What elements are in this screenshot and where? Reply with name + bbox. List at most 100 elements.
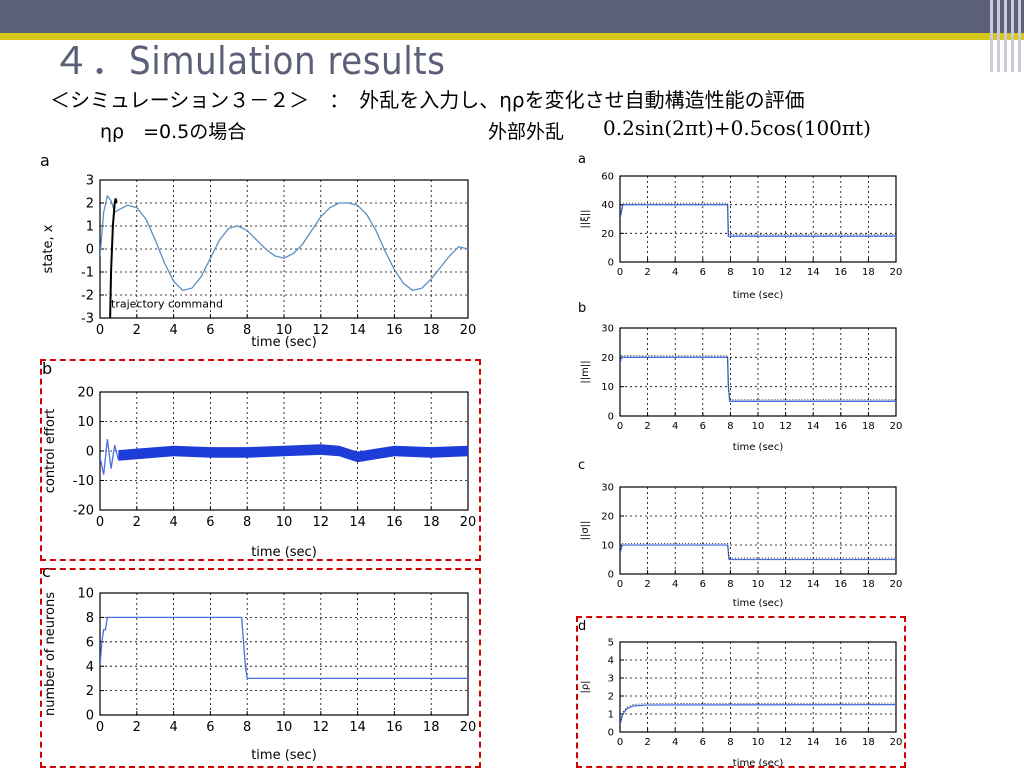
y-axis-label: number of neurons [43, 592, 58, 716]
x-axis-label: time (sec) [251, 545, 317, 560]
x-tick-label: 2 [644, 579, 650, 590]
y-tick-label: 0 [86, 445, 94, 460]
x-tick-label: 14 [349, 515, 366, 530]
series-line-dotted [620, 543, 896, 559]
y-tick-label: 30 [601, 483, 614, 494]
x-tick-label: 2 [644, 421, 650, 432]
x-tick-label: 12 [313, 515, 330, 530]
x-tick-label: 18 [862, 579, 875, 590]
y-tick-label: 1 [608, 710, 614, 721]
x-tick-label: 12 [779, 421, 792, 432]
x-tick-label: 10 [276, 515, 293, 530]
y-tick-label: 20 [77, 386, 94, 401]
x-axis-label: time (sec) [251, 748, 317, 763]
series-line-dotted [620, 702, 896, 724]
x-tick-label: 14 [807, 737, 820, 748]
chart-m-norm: b 0 2 4 6 8 10 12 14 16 18 20 30 20 10 0 time (sec) ||m|| [578, 301, 902, 453]
y-tick-label: 0 [608, 412, 614, 423]
grid [620, 176, 896, 262]
x-tick-label: 0 [617, 579, 623, 590]
panel-label: d [578, 619, 586, 634]
x-tick-label: 20 [460, 720, 477, 735]
y-tick-label: 2 [608, 692, 614, 703]
y-tick-label: 20 [601, 512, 614, 523]
highlight-box-control-effort [40, 359, 481, 561]
x-tick-label: 14 [807, 579, 820, 590]
x-tick-label: 0 [617, 421, 623, 432]
grid [620, 328, 896, 416]
y-tick-label: 1 [86, 220, 94, 235]
y-tick-label: 0 [608, 258, 614, 269]
x-tick-label: 8 [243, 720, 251, 735]
x-tick-label: 2 [133, 323, 141, 338]
plot-area [100, 439, 468, 475]
panel-label: c [578, 458, 585, 473]
series-line-sigma [620, 544, 896, 561]
x-tick-label: 10 [276, 323, 293, 338]
header-accent-band [0, 33, 1024, 40]
y-tick-label: 3 [608, 674, 614, 685]
x-tick-label: 6 [700, 267, 706, 278]
x-tick-label: 8 [727, 579, 733, 590]
decorative-stripes [990, 0, 1021, 72]
x-tick-label: 8 [243, 323, 251, 338]
y-tick-label: 40 [601, 200, 614, 211]
y-tick-label: 60 [601, 172, 614, 183]
y-tick-label: 10 [77, 415, 94, 430]
y-tick-label: -2 [81, 289, 94, 304]
y-tick-label: 2 [86, 684, 94, 699]
panel-label: a [578, 152, 586, 167]
x-tick-label: 4 [672, 267, 678, 278]
panel-label: c [42, 565, 51, 581]
x-tick-label: 12 [313, 720, 330, 735]
x-tick-label: 18 [423, 323, 440, 338]
y-tick-label: 0 [608, 728, 614, 739]
y-tick-label: 3 [86, 174, 94, 189]
y-tick-label: -20 [73, 504, 94, 519]
y-tick-label: 10 [77, 587, 94, 602]
x-tick-label: 18 [423, 515, 440, 530]
x-axis-label: time (sec) [733, 758, 784, 768]
chart-xi-norm: a 0 2 4 6 8 10 12 14 16 18 20 60 40 20 0 time (sec) ||ξ|| [578, 152, 902, 300]
x-tick-label: 14 [807, 421, 820, 432]
panel-label: a [40, 151, 50, 170]
x-tick-label: 0 [96, 323, 104, 338]
control-effort-band [118, 444, 468, 463]
header-band [0, 0, 1024, 33]
series-line-xi [620, 204, 896, 237]
highlight-box-rho [576, 616, 906, 768]
plot-frame [619, 175, 897, 263]
x-tick-label: 6 [206, 720, 214, 735]
x-tick-label: 0 [96, 515, 104, 530]
y-tick-label: 0 [608, 570, 614, 581]
x-tick-label: 14 [349, 720, 366, 735]
x-tick-label: 8 [727, 267, 733, 278]
x-tick-label: 12 [779, 737, 792, 748]
x-tick-label: 12 [313, 323, 330, 338]
x-tick-label: 2 [133, 515, 141, 530]
plot-area [100, 616, 468, 680]
x-axis-label: time (sec) [251, 335, 317, 350]
y-tick-label: 4 [86, 660, 94, 675]
chart-control-effort: b 0 2 4 6 8 10 12 14 16 18 20 20 10 0 -10 -20 time (sec) c… [42, 360, 476, 560]
x-tick-label: 20 [890, 737, 903, 748]
x-tick-label: 4 [169, 323, 177, 338]
slide-title: ４．Simulation results [52, 39, 446, 83]
x-tick-label: 16 [834, 421, 847, 432]
x-tick-label: 16 [834, 579, 847, 590]
y-tick-label: 8 [86, 611, 94, 626]
y-tick-label: 20 [601, 229, 614, 240]
x-tick-label: 16 [834, 737, 847, 748]
x-tick-label: 8 [727, 421, 733, 432]
series-line-trajectory [100, 194, 468, 292]
y-tick-label: -10 [73, 474, 94, 489]
condition-label: ηρ =0.5の場合 [100, 121, 247, 143]
chart-sigma-norm: c 0 2 4 6 8 10 12 14 16 18 20 30 20 10 0 time (sec) ||σ|| [578, 458, 902, 609]
x-tick-label: 2 [644, 737, 650, 748]
y-tick-label: 4 [608, 656, 614, 667]
x-tick-label: 18 [862, 267, 875, 278]
panel-label: b [42, 360, 52, 378]
grid [620, 487, 896, 574]
